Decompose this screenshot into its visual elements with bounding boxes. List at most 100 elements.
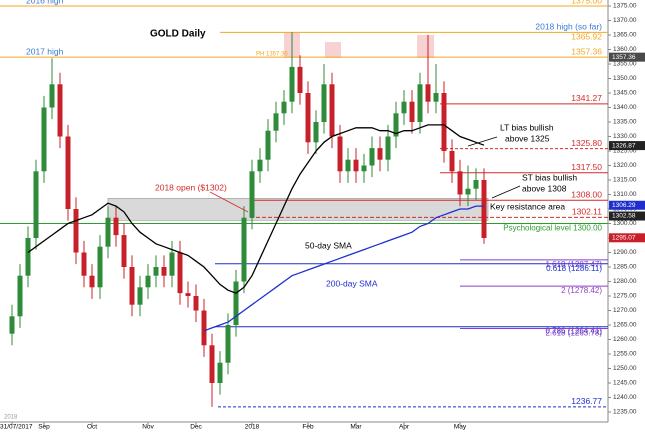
level-name: 2016 high — [26, 0, 64, 5]
y-tick-label: 1240.00 — [613, 394, 637, 401]
annotation: above 1308 — [522, 183, 567, 193]
candle-body — [297, 66, 303, 93]
x-tick-label: May — [454, 424, 467, 431]
y-tick-label: 1245.00 — [613, 380, 637, 387]
candle-body — [425, 84, 431, 102]
annotation: ST bias bullish — [522, 172, 577, 182]
level-label: 0.618 (1286.11) — [546, 264, 602, 273]
y-tick-label: 1365.00 — [613, 32, 637, 39]
y-tick-label: 1250.00 — [613, 365, 637, 372]
y-tick-label: 1270.00 — [613, 307, 637, 314]
y-tick-label: 1320.00 — [613, 162, 637, 169]
candle-body — [145, 275, 151, 288]
annotation: 2018 open ($1302) — [155, 182, 227, 192]
annotation: PH 1357.36 — [256, 52, 288, 58]
candle-body — [257, 159, 263, 172]
candle-body — [193, 296, 199, 311]
level-value: 1308.00 — [571, 190, 602, 200]
axis-tag — [609, 52, 645, 62]
level-value: (1263.78) — [568, 329, 603, 338]
y-tick-label: 1265.00 — [613, 322, 637, 329]
level-value: 1375.00 — [571, 0, 602, 5]
candle-body — [481, 180, 487, 238]
candle-body — [177, 252, 183, 294]
peak-box — [325, 42, 341, 58]
candle-body — [225, 325, 231, 363]
candle-body — [345, 159, 351, 172]
candle-body — [249, 171, 255, 218]
y-tick-label: 1280.00 — [613, 278, 637, 285]
series-label: 200-day SMA — [326, 278, 378, 288]
level-value: 1365.92 — [571, 32, 602, 42]
axis-tag — [609, 200, 645, 210]
candle-body — [281, 101, 287, 114]
annotation: 2018 — [4, 415, 18, 421]
candle-body — [161, 267, 167, 276]
candle-body — [89, 275, 95, 288]
y-tick-label: 1255.00 — [613, 351, 637, 358]
candle-body — [73, 209, 79, 253]
candle-body — [217, 362, 223, 383]
candle-body — [265, 130, 271, 160]
peak-box — [417, 35, 434, 58]
candle-body — [361, 165, 367, 172]
candle-body — [433, 93, 439, 102]
candle-body — [241, 217, 247, 282]
level-value: 1341.27 — [571, 93, 602, 103]
candle-body — [121, 235, 127, 267]
y-tick-label: 1355.00 — [613, 61, 637, 68]
arrow — [491, 185, 521, 199]
x-tick-label: Feb — [302, 424, 314, 431]
level-value: 1236.77 — [571, 396, 602, 406]
level-value: (1286.11) — [568, 264, 602, 273]
y-tick-label: 1340.00 — [613, 104, 637, 111]
candle-body — [401, 101, 407, 114]
level-value: 1302.11 — [572, 207, 602, 217]
candle-body — [97, 246, 103, 288]
level-label: 0.786 (1264.41) — [545, 327, 602, 336]
level-name: 2.618 — [545, 329, 566, 338]
x-tick-label: Mar — [350, 424, 362, 431]
axis-tag-label: 1295.07 — [612, 235, 636, 242]
x-tick-label: 2018 — [245, 424, 260, 431]
axis-tag — [609, 233, 645, 243]
x-tick-label: 31/07/2017 — [0, 424, 33, 431]
level-value: 1300.00 — [573, 224, 602, 233]
y-tick-label: 1370.00 — [613, 17, 637, 24]
sma-line — [203, 205, 484, 332]
candle-body — [233, 281, 239, 325]
level-label: Psychological level 1300.00 — [503, 224, 602, 233]
y-tick-label: 1345.00 — [613, 90, 637, 97]
level-name: 0.618 — [546, 264, 567, 273]
candle-body — [33, 171, 39, 238]
candle-body — [113, 217, 119, 236]
candle-body — [49, 84, 55, 108]
candle-body — [137, 287, 143, 305]
level-value: 1317.50 — [571, 162, 602, 172]
level-value: 1357.36 — [571, 46, 602, 56]
level-name: Psychological level — [503, 224, 571, 233]
candle-body — [337, 136, 343, 172]
candle-body — [169, 252, 175, 276]
y-tick-label: 1360.00 — [613, 46, 637, 53]
candle-body — [465, 188, 471, 195]
x-tick-label: Sep — [38, 424, 50, 431]
level-name: 1.618 — [545, 260, 566, 269]
candle-body — [449, 151, 455, 172]
candle-body — [41, 107, 47, 172]
candle-body — [353, 159, 359, 172]
level-name: 2 — [561, 286, 566, 295]
axis-tag-label: 1326.87 — [612, 142, 636, 149]
candle-body — [409, 101, 415, 122]
level-value: (1278.42) — [568, 286, 603, 295]
candle-body — [153, 267, 159, 276]
level-label: 2 (1278.42) — [561, 286, 602, 295]
level-label: 1.618 (1287.47) — [545, 260, 602, 269]
level-name: 2017 high — [26, 46, 64, 56]
y-tick-label: 1285.00 — [613, 264, 637, 271]
level-name: 2018 high (so far) — [535, 22, 602, 32]
candle-body — [289, 66, 295, 102]
y-tick-label: 1350.00 — [613, 75, 637, 82]
candle-body — [369, 148, 375, 166]
